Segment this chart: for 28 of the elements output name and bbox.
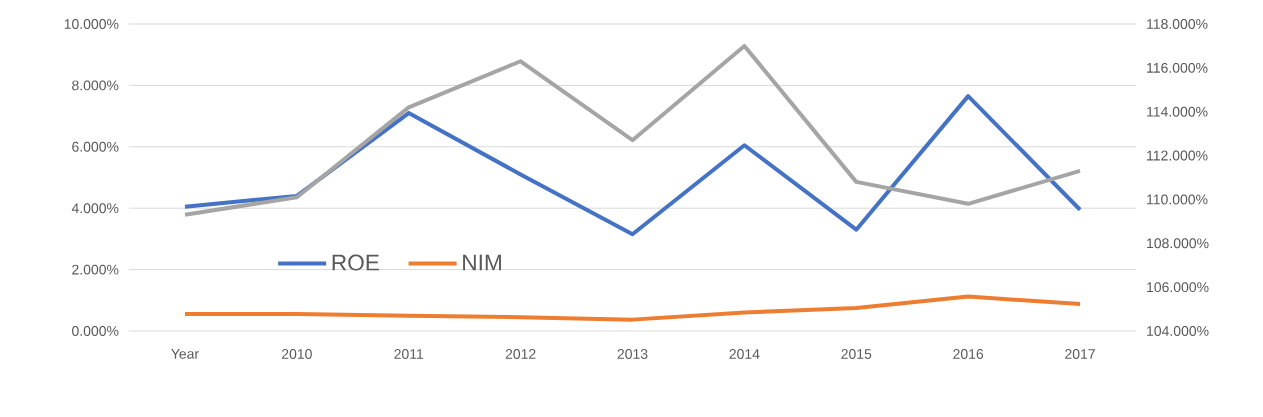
line-series (182, 294, 1083, 322)
y-tick-label: 4.000% (71, 203, 119, 214)
x-tick-label: 2015 (841, 349, 872, 359)
y-tick-label: 8.000% (72, 80, 119, 91)
y-tick-label: 2.000% (72, 264, 119, 275)
y2-tick-label: 112.000% (1147, 150, 1208, 161)
x-tick-label: 2014 (729, 349, 760, 359)
y2-tick-label: 110.000% (1147, 194, 1208, 205)
x-tick-label: 2011 (394, 349, 424, 359)
x-tick-label: 2016 (953, 349, 984, 359)
y2-tick-label: 104.000% (1147, 326, 1209, 336)
x-tick-label: Year (171, 349, 199, 359)
x-tick-label: 2012 (505, 349, 536, 359)
y-tick-label: 10.000% (64, 19, 119, 29)
x-tick-label: 2013 (617, 349, 648, 359)
y2-tick-label: 106.000% (1147, 282, 1209, 293)
y2-tick-label: 114.000% (1147, 106, 1208, 117)
legend-label: NIM (463, 254, 501, 271)
line-series (182, 43, 1083, 217)
y2-tick-label: 116.000% (1147, 62, 1208, 73)
y2-tick-label: 118.000% (1147, 19, 1208, 29)
x-tick-label: 2010 (281, 349, 312, 359)
y2-tick-label: 108.000% (1147, 238, 1209, 249)
legend-label: ROE (332, 254, 379, 271)
line-series (182, 94, 1083, 237)
y-tick-label: 0.000% (72, 326, 119, 336)
x-tick-label: 2017 (1065, 349, 1095, 359)
y-tick-label: 6.000% (72, 141, 119, 152)
